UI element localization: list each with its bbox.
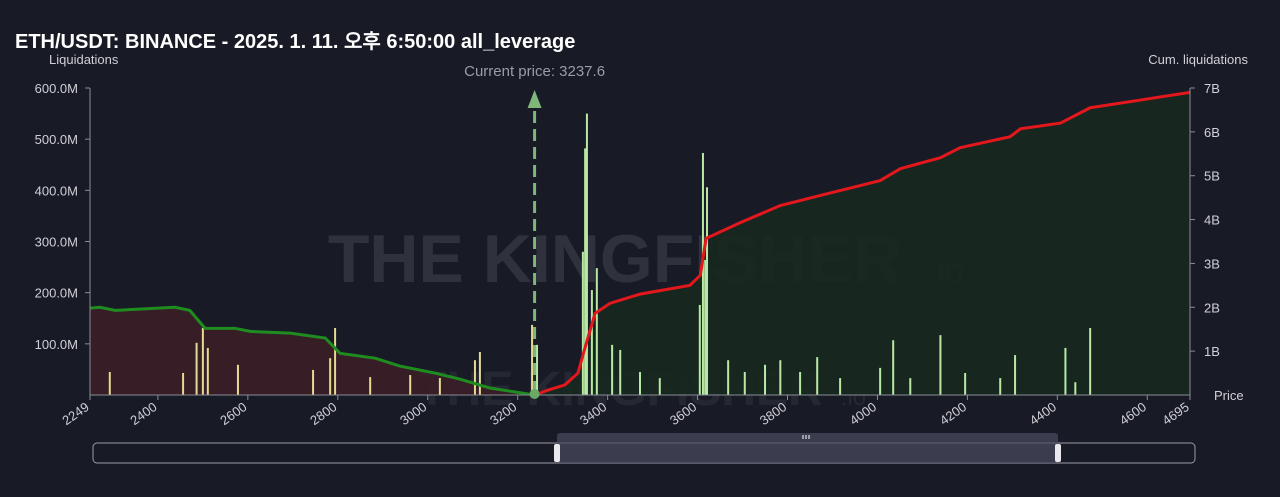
bar — [473, 360, 476, 395]
bar — [779, 360, 782, 395]
navigator-handle[interactable] — [554, 444, 560, 462]
bar — [939, 335, 942, 395]
cumulative-line — [89, 305, 535, 397]
y-tick-label: 300.0M — [35, 235, 78, 250]
bar — [764, 364, 767, 395]
y2-tick-label: 7B — [1204, 81, 1220, 96]
bar — [236, 364, 239, 395]
bar — [409, 375, 412, 395]
bar — [334, 327, 337, 395]
cumulative-line — [534, 90, 1191, 397]
y-tick-label: 400.0M — [35, 183, 78, 198]
bar — [1089, 327, 1092, 395]
bar — [195, 342, 198, 395]
bar — [595, 268, 598, 395]
bar — [743, 371, 746, 395]
bar — [611, 344, 614, 395]
bar — [799, 371, 802, 395]
current-price-dot — [529, 389, 540, 399]
bar — [909, 378, 912, 395]
bar — [536, 344, 539, 395]
bar — [182, 372, 185, 395]
navigator-window[interactable] — [557, 433, 1058, 463]
bar — [839, 378, 842, 395]
bar — [369, 377, 372, 395]
y-tick-label: 600.0M — [35, 81, 78, 96]
navigator-grip — [802, 435, 810, 439]
chart-title: ETH/USDT: BINANCE - 2025. 1. 11. 오후 6:50… — [15, 30, 575, 53]
area-fill — [90, 307, 535, 395]
bar — [590, 290, 593, 395]
y-tick-label: 200.0M — [35, 286, 78, 301]
y2-tick-label: 5B — [1204, 169, 1220, 184]
y-tick-label: 500.0M — [35, 132, 78, 147]
y2-tick-label: 2B — [1204, 300, 1220, 315]
bar — [108, 371, 111, 395]
bar — [584, 148, 587, 395]
bar — [581, 251, 584, 395]
y2-tick-label: 4B — [1204, 213, 1220, 228]
y-tick-label: 100.0M — [35, 337, 78, 352]
bar — [658, 378, 661, 395]
bar — [1064, 347, 1067, 395]
bar — [701, 152, 704, 395]
bar — [698, 304, 701, 395]
bar — [639, 371, 641, 395]
bar — [892, 340, 895, 395]
bar — [619, 349, 622, 395]
y2-tick-label: 3B — [1204, 256, 1220, 271]
bar — [706, 187, 709, 395]
bar — [201, 327, 204, 395]
current-price-arrow — [527, 90, 542, 108]
area-fill — [534, 92, 1190, 395]
bar — [585, 113, 588, 395]
bar — [531, 324, 534, 395]
bar — [1014, 355, 1017, 395]
bar — [816, 357, 819, 395]
bar — [478, 352, 481, 395]
y-axis-label: Liquidations — [49, 52, 119, 67]
bar — [312, 369, 315, 395]
range-navigator[interactable] — [92, 433, 1196, 464]
bar — [704, 259, 707, 395]
bar — [1074, 382, 1077, 395]
bar — [206, 347, 209, 395]
y2-tick-label: 6B — [1204, 125, 1220, 140]
y2-axis-label: Cum. liquidations — [1148, 52, 1248, 67]
bar — [438, 378, 441, 395]
bar — [329, 358, 332, 395]
bar — [727, 360, 730, 395]
bar — [879, 367, 882, 395]
bar — [999, 378, 1002, 395]
current-price-label: Current price: 3237.6 — [464, 63, 605, 80]
navigator-handle[interactable] — [1055, 444, 1061, 462]
y2-tick-label: 1B — [1204, 344, 1220, 359]
x-axis-label: Price — [1214, 388, 1244, 403]
bar — [964, 372, 967, 395]
